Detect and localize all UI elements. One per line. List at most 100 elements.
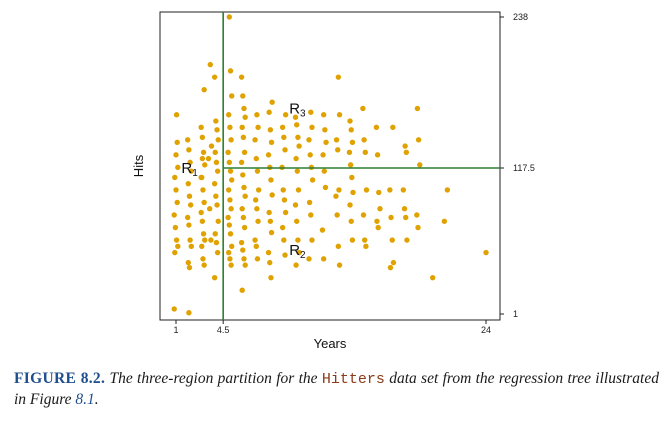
data-point [200,256,206,262]
data-point [238,239,245,246]
data-point [254,256,261,262]
data-point [282,147,288,153]
data-point [293,155,299,162]
data-point [266,209,272,216]
data-point [201,262,207,268]
data-point [253,155,259,162]
data-point [200,231,207,237]
data-point [441,218,448,224]
x-tick-label: 4.5 [217,325,230,335]
data-point [373,124,380,130]
y-tick-label: 117.5 [513,163,535,173]
data-point [387,264,394,271]
data-point [362,149,368,156]
x-tick-label: 1 [173,325,178,335]
data-point [227,197,233,203]
data-point [306,199,313,206]
data-point [213,239,220,246]
data-point [228,262,234,268]
data-point [199,218,206,224]
data-point [414,105,421,112]
data-point [306,256,312,262]
data-point [319,227,326,233]
data-point [333,193,339,199]
data-point [227,68,234,74]
data-point [226,14,233,20]
data-point [186,193,193,199]
data-point [174,199,180,206]
data-point [347,118,353,124]
data-point [253,243,259,250]
data-point [241,149,248,156]
data-point [376,189,382,196]
data-point [241,256,247,262]
data-point [226,187,232,193]
data-point [360,105,366,112]
data-point [307,152,313,158]
data-point [267,218,274,224]
data-point [295,237,301,243]
data-point [294,168,301,174]
data-point [187,237,193,243]
data-point [389,237,395,243]
y-axis-label: Hits [131,154,146,177]
y-tick-label: 238 [513,12,528,22]
figure-label: FIGURE 8.2. [14,370,106,387]
data-point [215,137,221,143]
data-point [280,187,286,193]
data-point [296,249,302,256]
data-point [266,109,272,115]
data-point [173,187,179,193]
data-point [227,168,234,174]
data-point [348,218,354,224]
data-point [254,168,261,174]
data-point [184,214,191,221]
data-point [186,264,193,271]
data-point [171,306,177,312]
figure-reference-link[interactable]: 8.1 [75,391,95,408]
data-point [269,99,275,105]
data-point [349,139,356,146]
data-point [265,152,272,158]
data-point [215,218,221,224]
data-point [281,237,287,243]
data-point [175,164,181,171]
data-point [239,206,245,212]
data-point [322,127,328,133]
partition-lines [222,12,500,320]
data-point [282,252,288,258]
tick-marks: 1 4.5 24 238 117.5 1 [173,12,534,335]
plot-frame [159,11,501,321]
caption-text-end: . [94,391,99,408]
data-point [414,212,420,218]
region-label-r1: R1 [181,160,198,179]
data-point [229,243,235,250]
data-point [363,243,369,250]
data-point [242,193,248,199]
data-point [267,127,274,133]
data-point [227,124,233,130]
data-point [403,149,410,156]
data-point [360,212,367,218]
data-point [295,187,302,193]
data-point [415,224,421,231]
data-point [415,137,422,143]
data-point [214,168,221,174]
data-point [281,197,288,203]
data-point [172,174,178,181]
data-point [184,137,191,143]
data-point [174,139,180,146]
data-point [214,249,221,256]
data-point [321,168,327,174]
data-point [212,231,218,237]
data-point [335,74,342,80]
data-point [200,149,207,156]
data-point [293,262,299,268]
data-point [279,124,286,130]
data-point [186,222,192,228]
data-point [349,237,356,243]
data-point [295,134,301,141]
data-point [172,249,178,256]
data-point [175,243,181,250]
